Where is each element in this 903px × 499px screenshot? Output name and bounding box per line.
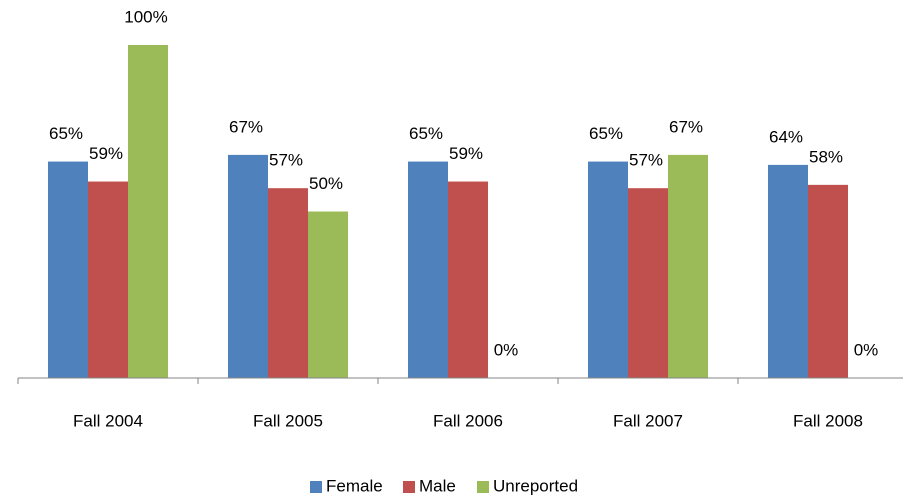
legend-swatch [477,481,489,493]
legend-label: Female [326,476,383,495]
data-label: 50% [309,174,343,193]
data-label: 64% [769,127,803,146]
bar [128,45,168,378]
bar [88,181,128,378]
data-label: 59% [89,144,123,163]
legend-swatch [310,481,322,493]
data-label: 67% [229,117,263,136]
bar [808,184,848,378]
data-label: 65% [589,124,623,143]
data-label: 59% [449,144,483,163]
bar [48,161,88,378]
x-tick-label: Fall 2004 [73,411,143,430]
bar [308,211,348,378]
data-label: 0% [854,340,879,359]
x-tick-label: Fall 2008 [793,411,863,430]
data-label: 57% [629,151,663,170]
data-label: 65% [409,124,443,143]
bar [628,188,668,378]
data-label: 0% [494,340,519,359]
data-label: 57% [269,151,303,170]
bar [228,154,268,378]
legend-label: Unreported [493,476,578,495]
bar [768,164,808,378]
data-label: 67% [669,117,703,136]
bar [668,154,708,378]
bar [268,188,308,378]
bar [408,161,448,378]
legend-label: Male [419,476,456,495]
data-label: 58% [809,147,843,166]
bar [588,161,628,378]
x-tick-label: Fall 2005 [253,411,323,430]
x-tick-label: Fall 2007 [613,411,683,430]
data-label: 65% [49,124,83,143]
data-label: 100% [124,7,167,26]
legend-swatch [403,481,415,493]
bar [448,181,488,378]
x-tick-label: Fall 2006 [433,411,503,430]
